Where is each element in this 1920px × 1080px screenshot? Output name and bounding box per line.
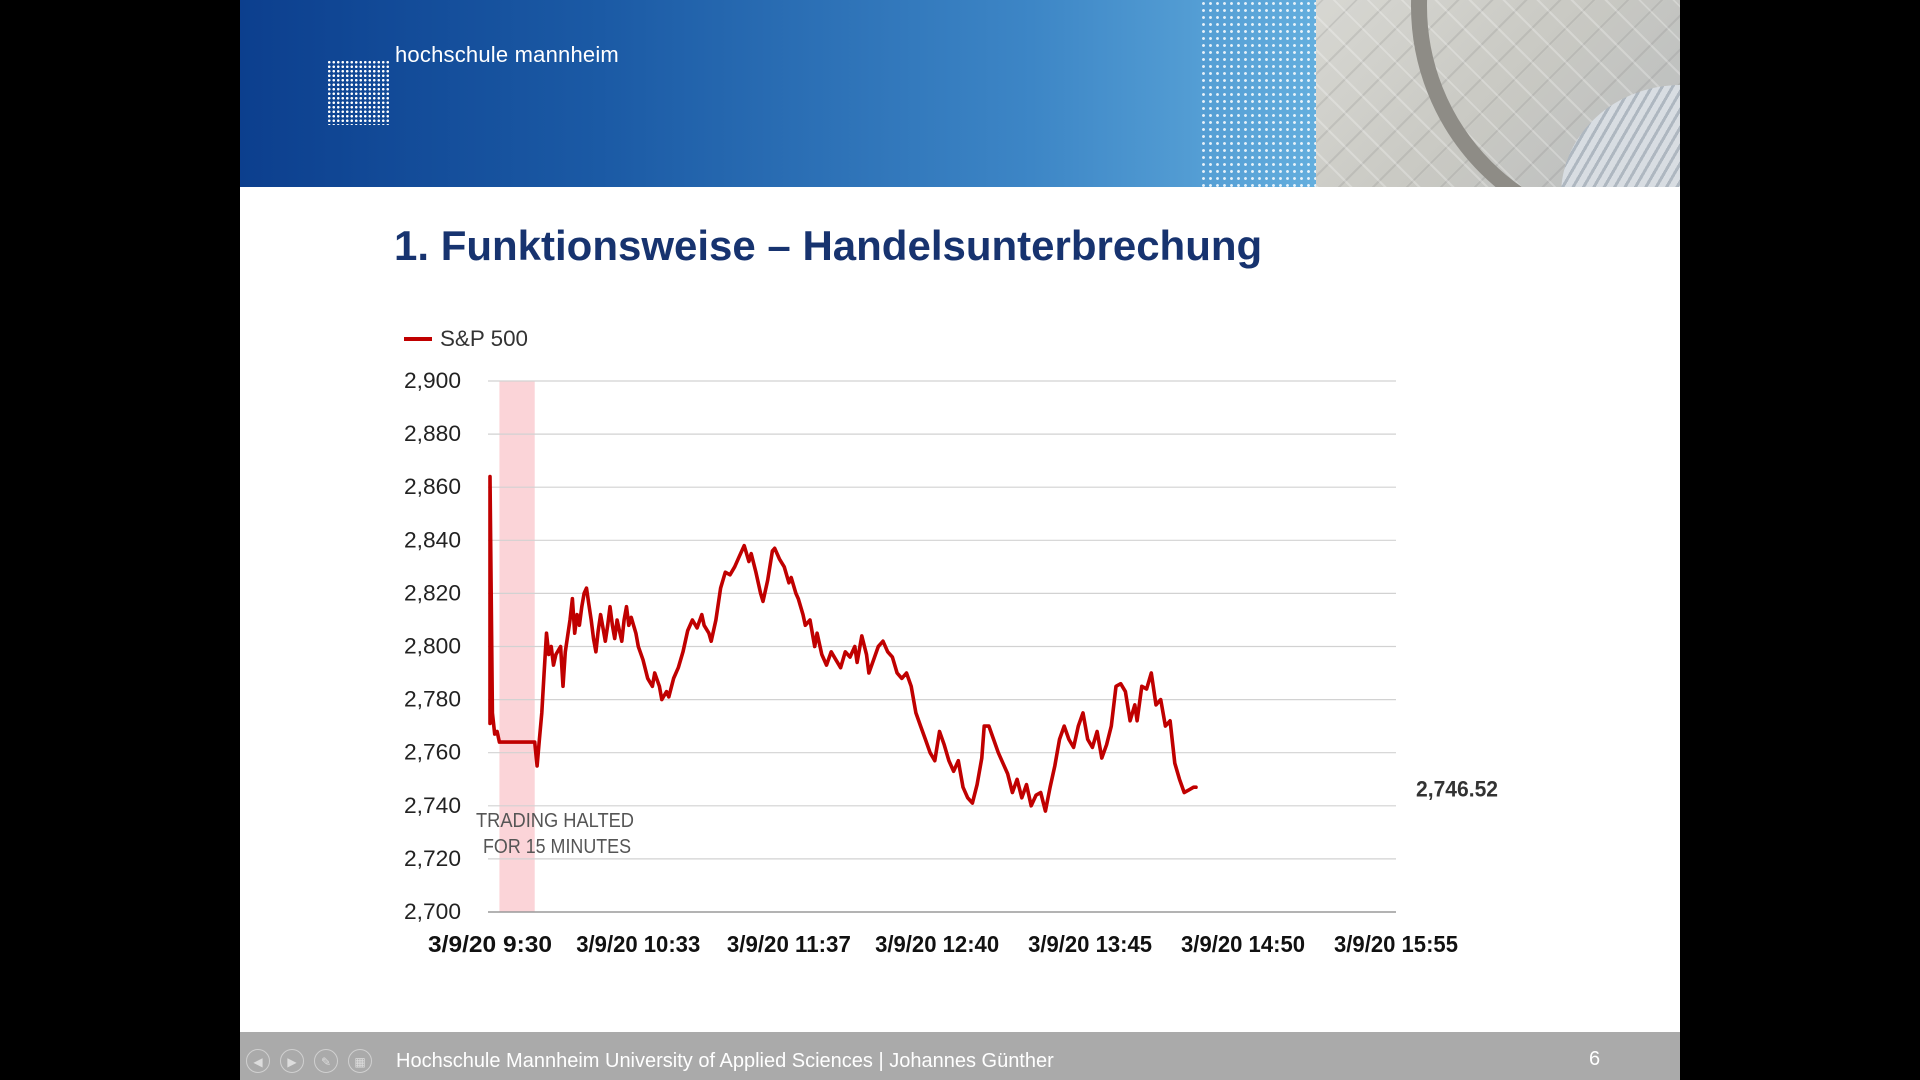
slide-number: 6 xyxy=(1589,1048,1601,1070)
prev-icon[interactable]: ◀ xyxy=(246,1049,270,1073)
pen-icon[interactable]: ✎ xyxy=(314,1049,338,1073)
end-value-label: 2,746.52 xyxy=(1416,776,1498,801)
footer-bar xyxy=(240,1032,1680,1080)
x-tick-label: 3/9/20 14:50 xyxy=(1181,931,1305,957)
x-tick-label: 3/9/20 10:33 xyxy=(576,931,700,957)
y-tick-label: 2,760 xyxy=(404,740,461,765)
x-tick-label: 3/9/20 12:40 xyxy=(875,931,999,957)
x-tick-label: 3/9/20 9:30 xyxy=(428,931,552,957)
next-icon[interactable]: ▶ xyxy=(280,1049,304,1073)
series-line-sp500 xyxy=(488,474,1198,813)
y-tick-label: 2,700 xyxy=(404,899,461,924)
slides-icon[interactable]: ▦ xyxy=(348,1049,372,1073)
y-tick-label: 2,780 xyxy=(404,687,461,712)
x-tick-label: 3/9/20 13:45 xyxy=(1028,931,1152,957)
footer-text: Hochschule Mannheim University of Applie… xyxy=(396,1050,1054,1072)
legend-label: S&P 500 xyxy=(440,326,528,351)
x-tick-label: 3/9/20 11:37 xyxy=(727,931,851,957)
sp500-line-chart: 2,900 2,880 2,860 2,840 2,820 2,800 2,780 2,760… xyxy=(404,326,1498,957)
header-photo xyxy=(1316,0,1680,187)
y-tick-label: 2,880 xyxy=(404,421,461,446)
logo-dot-grid-icon xyxy=(327,60,390,125)
halt-annotation-line1: TRADING HALTED xyxy=(476,810,634,832)
slide: hochschule mannheim 1. Funktionsweise – … xyxy=(240,0,1680,1080)
logo-text: hochschule mannheim xyxy=(395,42,619,67)
x-tick-label: 3/9/20 15:55 xyxy=(1334,931,1458,957)
y-tick-label: 2,720 xyxy=(404,846,461,871)
y-tick-label: 2,740 xyxy=(404,793,461,818)
slide-header: hochschule mannheim xyxy=(240,0,1680,187)
y-tick-label: 2,840 xyxy=(404,527,461,552)
y-tick-label: 2,860 xyxy=(404,474,461,499)
y-tick-label: 2,800 xyxy=(404,634,461,659)
y-tick-label: 2,900 xyxy=(404,368,461,393)
page-title: 1. Funktionsweise – Handelsunterbrechung xyxy=(394,222,1263,269)
y-tick-label: 2,820 xyxy=(404,580,461,605)
decorative-dot-band xyxy=(1200,0,1316,187)
halt-annotation-line2: FOR 15 MINUTES xyxy=(483,836,631,858)
